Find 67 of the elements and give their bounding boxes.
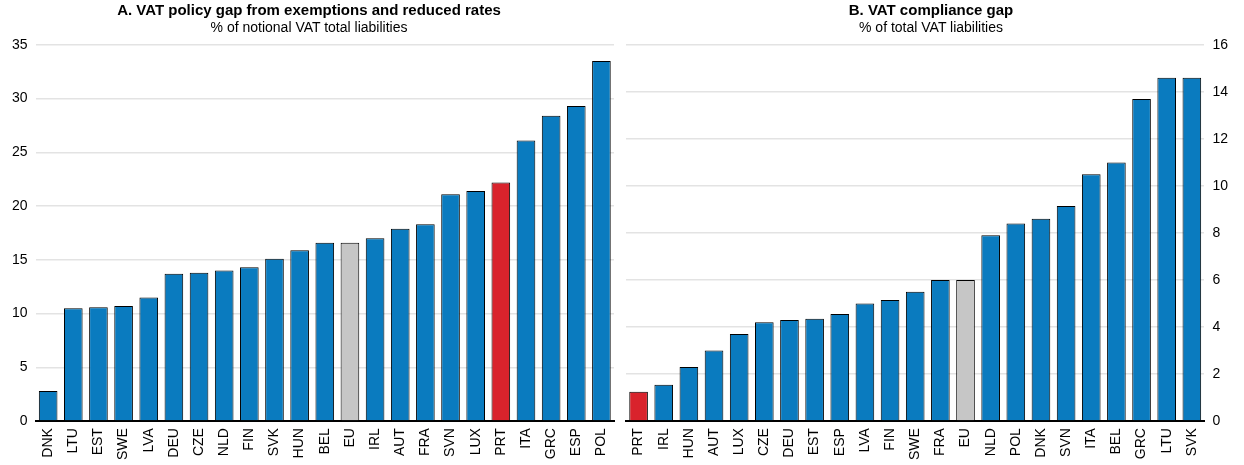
x-tick-label: LVA [855,427,872,453]
y-tick-label: 0 [19,411,28,428]
x-tick-label: ESP [567,428,584,457]
x-tick-label: FIN [880,428,897,451]
y2-tick-label: 12 [1212,129,1229,146]
x-tick-label: POL [1006,427,1023,457]
x-tick-label: LTU [64,428,81,454]
y-tick-label: 15 [11,250,28,267]
x-tick-label: NLD [981,428,998,457]
x-tick-label: LUX [466,427,483,456]
x-tick-label: HUN [679,428,696,459]
x-tick-label: AUT [704,427,721,457]
y2-tick-label: 14 [1212,82,1229,99]
y2-tick-label: 2 [1212,364,1221,381]
x-tick-label: ESP [830,428,847,457]
x-tick-label: EST [805,427,822,456]
chart-subtitle: % of total VAT liabilities [859,19,1003,36]
x-tick-label: SVK [1182,427,1199,457]
x-tick-label: DNK [1031,427,1048,458]
y2-tick-label: 10 [1212,176,1229,193]
x-tick-label: BEL [315,427,332,455]
x-tick-label: EU [340,428,357,448]
x-tick-label: DEU [780,428,797,458]
y-tick-label: 10 [11,304,28,321]
x-tick-label: CZE [755,428,772,457]
x-tick-label: SWE [906,428,923,460]
x-tick-label: AUT [391,427,408,457]
x-tick-label: SVN [441,428,458,457]
x-tick-label: GRC [541,428,558,460]
y-tick-label: 20 [11,196,28,213]
x-tick-label: FRA [416,427,433,457]
x-tick-label: IRL [654,427,671,450]
y-tick-label: 5 [19,358,28,375]
x-tick-label: ITA [516,427,533,449]
x-tick-label: SWE [114,428,131,460]
chart-title: B. VAT compliance gap [848,1,1014,19]
x-tick-label: POL [592,427,609,457]
x-tick-label: DEU [164,428,181,458]
x-tick-label: SVN [1056,428,1073,457]
y2-tick-label: 0 [1212,411,1221,428]
x-tick-label: EST [89,427,106,456]
x-tick-label: NLD [215,428,232,457]
x-tick-label: EU [956,428,973,448]
x-tick-label: PRT [491,427,508,456]
x-tick-label: SVK [265,427,282,457]
y2-tick-label: 16 [1212,35,1229,52]
y-tick-label: 30 [11,89,28,106]
x-tick-label: GRC [1132,428,1149,460]
x-tick-label: LVA [139,427,156,453]
x-tick-label: LUX [730,427,747,456]
x-tick-label: CZE [189,428,206,457]
x-tick-label: DNK [39,427,56,458]
x-tick-label: LTU [1157,428,1174,454]
chart-title: A. VAT policy gap from exemptions and reduced rates [117,1,501,19]
x-tick-label: HUN [290,428,307,459]
x-tick-label: FRA [931,427,948,457]
y2-tick-label: 6 [1212,270,1221,287]
x-tick-label: IRL [365,427,382,450]
y-tick-label: 35 [11,35,28,52]
x-tick-label: BEL [1107,427,1124,455]
y2-tick-label: 8 [1212,223,1221,240]
x-tick-label: PRT [629,427,646,456]
y2-tick-label: 4 [1212,317,1221,334]
x-tick-label: ITA [1082,427,1099,449]
chart-subtitle: % of notional VAT total liabilities [210,19,408,36]
y-tick-label: 25 [11,143,28,160]
x-tick-label: FIN [240,428,257,451]
